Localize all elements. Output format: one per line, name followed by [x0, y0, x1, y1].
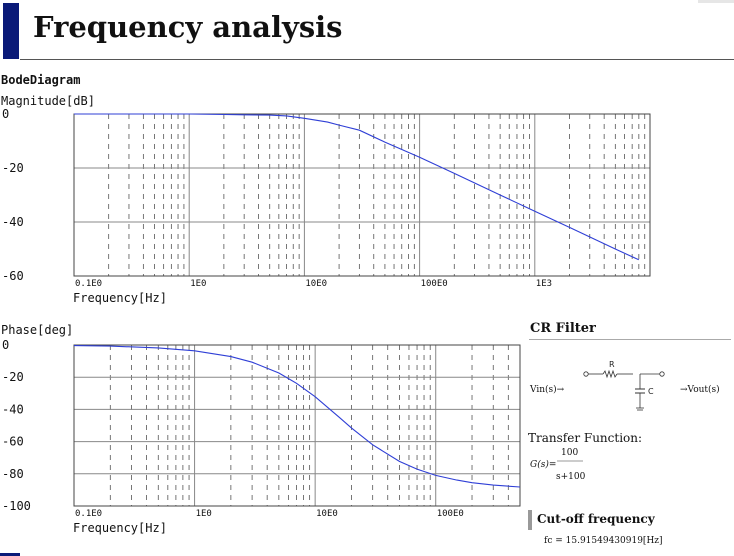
y-tick-label: -80 — [2, 467, 24, 481]
y-tick-label: -60 — [2, 435, 24, 449]
magnitude-xlabel: Frequency[Hz] — [73, 291, 167, 305]
magnitude-ylabel: Magnitude[dB] — [1, 94, 95, 108]
tf-numerator: 100 — [561, 448, 579, 458]
filter-rule — [529, 339, 731, 340]
header-accent-bar — [3, 3, 19, 59]
x-tick-label: 0.1E0 — [75, 279, 102, 289]
resistor-symbol — [602, 369, 618, 379]
x-tick-label: 0.1E0 — [75, 509, 102, 519]
x-tick-label: 100E0 — [437, 509, 464, 519]
cr-circuit-diagram: R C — [557, 360, 665, 462]
plot-frame — [73, 344, 521, 507]
output-node — [659, 371, 665, 377]
g-label: G(s)= — [530, 460, 557, 470]
phase-ylabel: Phase[deg] — [1, 323, 74, 337]
x-tick-label: 1E0 — [190, 279, 206, 289]
plot-frame — [73, 113, 651, 277]
page-header: Frequency analysis — [0, 0, 734, 61]
y-tick-label: -40 — [2, 215, 24, 229]
phase-xlabel: Frequency[Hz] — [73, 521, 167, 535]
cutoff-title: Cut-off frequency — [537, 512, 655, 526]
y-tick-label: -60 — [2, 269, 24, 283]
circuit-input-label: Vin(s)→ — [530, 385, 565, 395]
footer-accent — [0, 553, 20, 556]
y-tick-label: 0 — [2, 338, 9, 352]
page-title: Frequency analysis — [33, 10, 343, 44]
corner-decoration — [698, 0, 734, 3]
input-node — [583, 371, 589, 377]
magnitude-chart: 0.1E0 1E0 10E0 100E0 1E3 0 -20 -40 -60 — [2, 107, 651, 289]
x-tick-label: 100E0 — [421, 279, 448, 289]
x-tick-label: 10E0 — [305, 279, 327, 289]
x-tick-label: 10E0 — [316, 509, 338, 519]
capacitor-label: C — [648, 387, 654, 396]
bode-title: BodeDiagram — [1, 73, 81, 87]
y-tick-label: -100 — [2, 499, 31, 513]
tf-denominator: s+100 — [556, 472, 586, 482]
circuit-output-label: →Vout(s) — [680, 385, 720, 395]
header-rule — [20, 59, 734, 60]
y-tick-label: -20 — [2, 370, 24, 384]
y-tick-label: 0 — [2, 107, 9, 121]
filter-title: CR Filter — [530, 321, 596, 336]
x-tick-label: 1E0 — [196, 509, 212, 519]
phase-chart: 0.1E0 1E0 10E0 100E0 0 -20 -40 -60 -80 -100 — [2, 338, 521, 519]
y-tick-label: -40 — [2, 402, 24, 416]
transfer-function-label: Transfer Function: — [528, 431, 643, 445]
series-line — [74, 113, 640, 261]
y-tick-label: -20 — [2, 161, 24, 175]
series-line — [73, 345, 521, 488]
resistor-label: R — [609, 360, 615, 369]
cutoff-accent-bar — [528, 510, 532, 530]
cutoff-value: fc = 15.91549430919[Hz] — [544, 536, 663, 546]
x-tick-label: 1E3 — [536, 279, 552, 289]
